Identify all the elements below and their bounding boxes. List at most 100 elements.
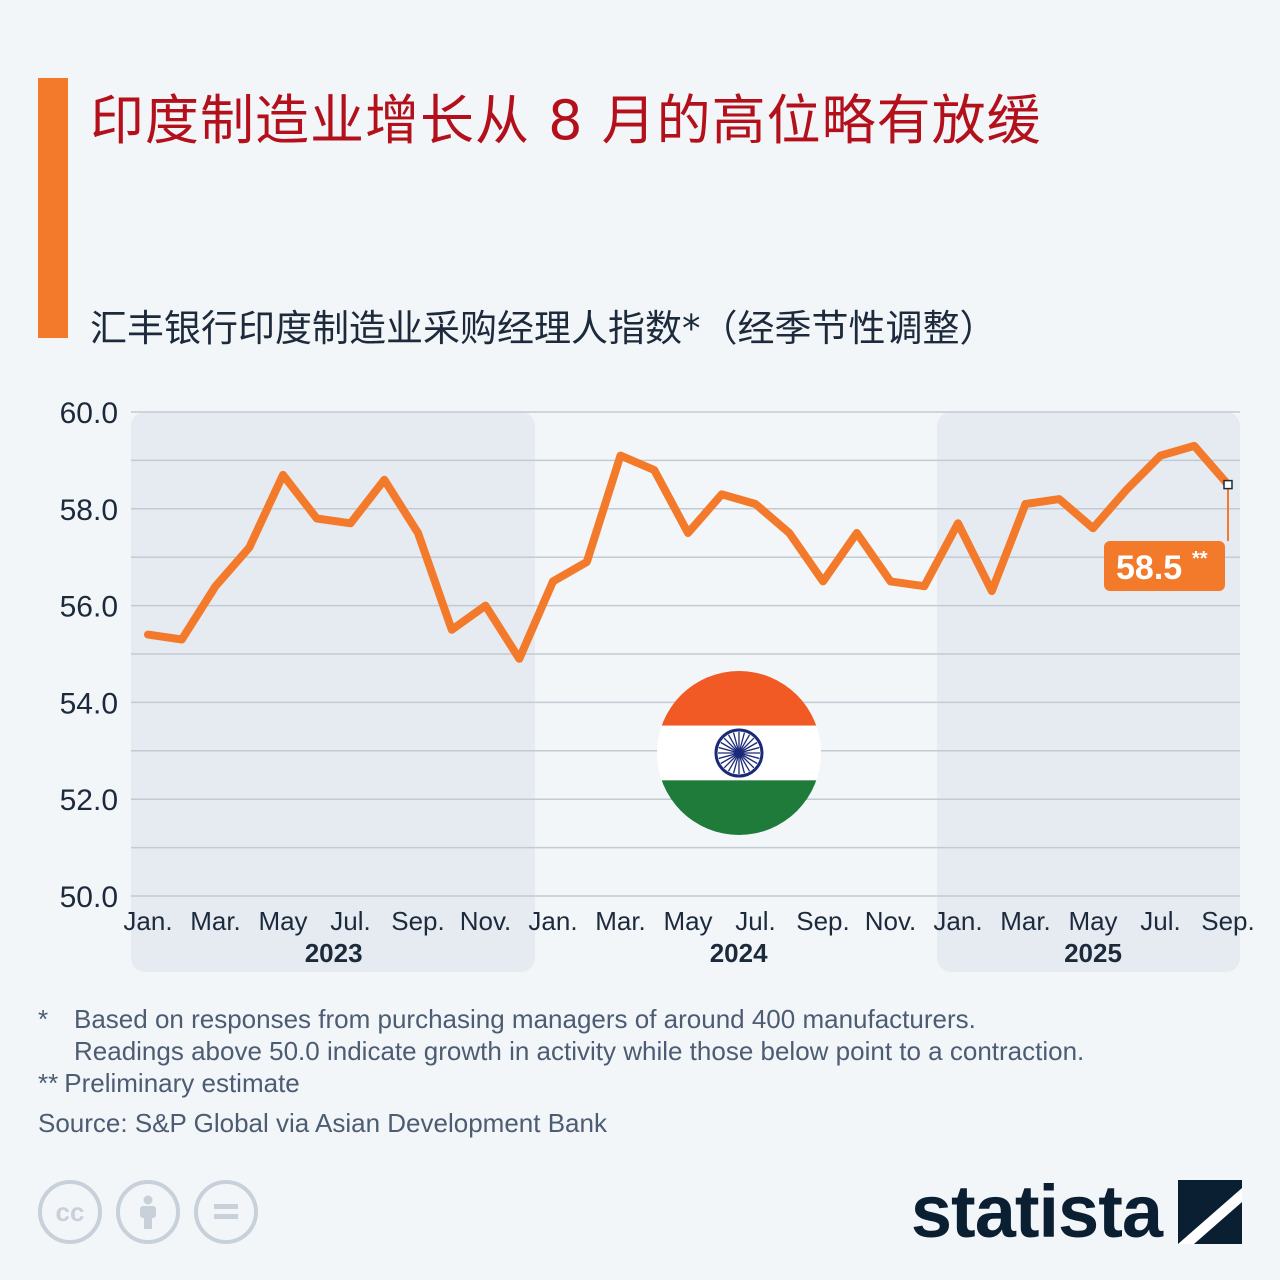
x-tick-label: Jan. bbox=[933, 906, 982, 936]
x-tick-label: May bbox=[1068, 906, 1117, 936]
data-point bbox=[515, 655, 523, 663]
y-tick-label: 56.0 bbox=[60, 591, 118, 624]
flag-saffron-stripe bbox=[657, 671, 821, 726]
data-point bbox=[178, 635, 186, 643]
chakra-spoke bbox=[738, 752, 760, 760]
y-tick-label: 50.0 bbox=[60, 881, 118, 914]
data-point bbox=[482, 602, 490, 610]
chakra-spoke bbox=[718, 746, 740, 754]
x-tick-label: May bbox=[663, 906, 712, 936]
x-tick-label: Jan. bbox=[528, 906, 577, 936]
nd-equals-icon[interactable] bbox=[194, 1180, 258, 1244]
x-tick-label: Mar. bbox=[1000, 906, 1051, 936]
series-line bbox=[144, 441, 1232, 663]
footnotes: * Based on responses from purchasing man… bbox=[38, 1003, 1084, 1139]
chakra-spoke bbox=[732, 732, 740, 754]
callout-box bbox=[1104, 541, 1225, 591]
india-flag-icon bbox=[657, 671, 821, 835]
data-point bbox=[313, 514, 321, 522]
statista-brand[interactable]: statista bbox=[911, 1172, 1242, 1252]
brand-name: statista bbox=[910, 1170, 1163, 1253]
footnote-marker: * bbox=[38, 1004, 49, 1034]
x-tick-label: Mar. bbox=[595, 906, 646, 936]
equals-glyph bbox=[214, 1204, 238, 1219]
data-point bbox=[583, 558, 591, 566]
y-tick-label: 58.0 bbox=[60, 494, 118, 527]
data-point bbox=[684, 529, 692, 537]
data-point bbox=[954, 519, 962, 527]
data-point bbox=[144, 631, 152, 639]
data-point bbox=[448, 626, 456, 634]
callout-value: 58.5 bbox=[1116, 549, 1182, 587]
page-title: 印度制造业增长从 8 月的高位略有放缓 bbox=[90, 89, 1042, 152]
x-tick-label: Sep. bbox=[796, 906, 850, 936]
cc-icon[interactable]: cc bbox=[38, 1180, 102, 1244]
data-point bbox=[414, 529, 422, 537]
data-point bbox=[853, 529, 861, 537]
data-point bbox=[819, 577, 827, 585]
data-point bbox=[1157, 452, 1165, 460]
footnote-text: Readings above 50.0 indicate growth in a… bbox=[74, 1036, 1085, 1066]
x-tick-label: May bbox=[258, 906, 307, 936]
footnote-text: Based on responses from purchasing manag… bbox=[74, 1004, 976, 1034]
year-band-2025 bbox=[937, 412, 1240, 972]
chakra-spoke bbox=[738, 746, 760, 754]
cc-label: cc bbox=[55, 1196, 85, 1227]
data-point bbox=[1123, 485, 1131, 493]
data-point bbox=[245, 544, 253, 552]
y-tick-label: 52.0 bbox=[60, 784, 118, 817]
flag-green-stripe bbox=[657, 780, 821, 835]
pmi-line-chart: 50.0 52.0 54.0 56.0 58.0 60.0 58.5 ** Jan. Mar.… bbox=[60, 397, 1255, 972]
y-tick-label: 54.0 bbox=[60, 687, 118, 720]
data-point bbox=[1055, 495, 1063, 503]
year-label: 2024 bbox=[710, 938, 768, 968]
x-tick-label: Jan. bbox=[123, 906, 172, 936]
x-tick-label: Jul. bbox=[1140, 906, 1180, 936]
data-point bbox=[1022, 500, 1030, 508]
data-point bbox=[920, 582, 928, 590]
source-note: Source: S&P Global via Asian Development… bbox=[38, 1108, 607, 1138]
chart-subtitle: 汇丰银行印度制造业采购经理人指数*（经季节性调整） bbox=[90, 307, 997, 350]
data-point bbox=[650, 466, 658, 474]
person-glyph bbox=[140, 1195, 156, 1229]
year-band-2023 bbox=[131, 412, 535, 972]
year-label: 2025 bbox=[1064, 938, 1122, 968]
data-point bbox=[988, 587, 996, 595]
chakra-rim bbox=[714, 728, 764, 778]
data-point bbox=[887, 577, 895, 585]
data-point bbox=[549, 577, 557, 585]
x-tick-label: Jul. bbox=[330, 906, 370, 936]
ashoka-chakra-icon bbox=[714, 728, 764, 778]
data-point bbox=[279, 471, 287, 479]
year-label: 2023 bbox=[305, 938, 363, 968]
data-point bbox=[785, 529, 793, 537]
data-point bbox=[212, 582, 220, 590]
chakra-spoke bbox=[732, 752, 740, 774]
data-point bbox=[718, 490, 726, 498]
y-tick-label: 60.0 bbox=[60, 397, 118, 430]
data-point bbox=[347, 519, 355, 527]
footnote-marker: ** bbox=[38, 1068, 59, 1098]
x-tick-label: Mar. bbox=[190, 906, 241, 936]
title-accent-bar bbox=[38, 78, 68, 338]
data-point bbox=[752, 500, 760, 508]
x-tick-label: Sep. bbox=[391, 906, 445, 936]
chakra-spoke bbox=[738, 752, 746, 774]
x-tick-label: Nov. bbox=[865, 906, 917, 936]
chakra-spoke bbox=[738, 732, 746, 754]
data-point bbox=[1190, 442, 1198, 450]
chakra-hub bbox=[735, 749, 743, 757]
by-attribution-icon[interactable] bbox=[116, 1180, 180, 1244]
license-icons: cc bbox=[38, 1180, 258, 1244]
x-tick-label: Sep. bbox=[1201, 906, 1255, 936]
x-tick-label: Nov. bbox=[460, 906, 512, 936]
callout-suffix: ** bbox=[1192, 548, 1208, 570]
last-point-marker bbox=[1223, 479, 1233, 490]
data-point bbox=[617, 452, 625, 460]
footnote-text: Preliminary estimate bbox=[64, 1068, 300, 1098]
data-point bbox=[380, 476, 388, 484]
data-point bbox=[1089, 524, 1097, 532]
statista-logo-icon bbox=[1178, 1180, 1242, 1244]
chakra-spoke bbox=[718, 752, 740, 760]
x-tick-label: Jul. bbox=[735, 906, 775, 936]
